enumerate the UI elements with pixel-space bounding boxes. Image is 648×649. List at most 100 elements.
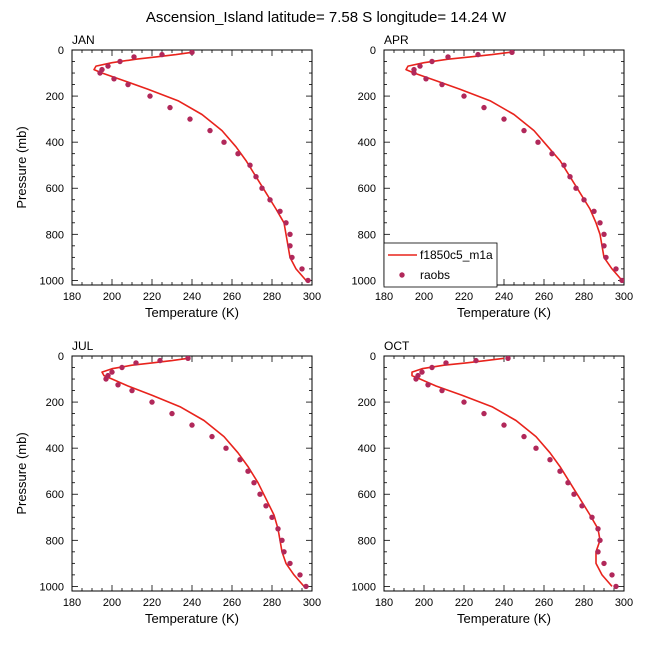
raobs-point — [565, 480, 571, 486]
raobs-point — [117, 58, 123, 65]
raobs-point — [413, 376, 419, 382]
raobs-point — [481, 410, 487, 417]
raobs-point — [613, 266, 619, 272]
raobs-point — [613, 583, 619, 590]
model-profile-line — [93, 51, 307, 281]
x-tick-label: 180 — [63, 597, 81, 609]
raobs-point — [279, 537, 285, 543]
x-tick-label: 260 — [535, 291, 553, 303]
x-tick-label: 280 — [575, 597, 593, 609]
x-tick-label: 180 — [375, 291, 393, 303]
x-tick-label: 220 — [455, 597, 473, 609]
raobs-point — [287, 243, 293, 249]
raobs-point — [133, 360, 139, 366]
raobs-point — [275, 526, 281, 532]
raobs-point — [595, 526, 601, 532]
raobs-point — [119, 364, 125, 371]
raobs-point — [185, 356, 191, 361]
x-tick-label: 220 — [143, 597, 161, 609]
y-tick-label: 400 — [46, 443, 64, 455]
x-tick-label: 220 — [143, 291, 161, 303]
raobs-point — [267, 197, 273, 203]
raobs-point — [579, 503, 585, 509]
y-tick-label: 400 — [46, 137, 64, 149]
raobs-point — [481, 104, 487, 111]
raobs-point — [533, 445, 539, 451]
y-tick-label: 800 — [46, 229, 64, 241]
raobs-point — [105, 63, 111, 69]
raobs-point — [167, 104, 173, 111]
raobs-point — [567, 174, 573, 180]
y-tick-label: 1000 — [352, 581, 376, 593]
raobs-point — [581, 197, 587, 203]
x-tick-label: 240 — [183, 597, 201, 609]
raobs-point — [571, 491, 577, 497]
raobs-point — [169, 410, 175, 417]
raobs-point — [473, 357, 479, 364]
x-axis-label: Temperature (K) — [145, 305, 239, 320]
raobs-point — [189, 422, 195, 428]
y-axis-label: Pressure (mb) — [14, 126, 29, 208]
raobs-point — [303, 583, 309, 590]
raobs-point — [253, 174, 259, 180]
x-tick-label: 260 — [535, 597, 553, 609]
raobs-point — [287, 231, 293, 237]
panel-jan: JAN 180 200 220 240 260 280 300 0 200 400 600 800 100… — [14, 33, 321, 320]
y-tick-label: 0 — [370, 45, 376, 57]
panel-jul: JUL 180 200 220 240 260 280 300 0 200 400 600 800 100… — [14, 339, 321, 626]
raobs-point — [423, 76, 429, 82]
x-tick-label: 240 — [183, 291, 201, 303]
plot-area — [411, 356, 619, 590]
y-tick-label: 200 — [46, 91, 64, 103]
raobs-point — [111, 76, 117, 82]
y-tick-label: 0 — [58, 351, 64, 363]
plot-area — [101, 356, 309, 590]
x-tick-label: 180 — [63, 291, 81, 303]
raobs-point — [609, 572, 615, 578]
plot-frame — [71, 49, 313, 286]
raobs-point — [131, 54, 137, 60]
raobs-point — [159, 51, 165, 58]
raobs-point — [115, 382, 121, 388]
x-tick-label: 280 — [263, 597, 281, 609]
y-tick-label: 200 — [358, 91, 376, 103]
raobs-point — [557, 468, 563, 474]
x-tick-label: 300 — [303, 291, 321, 303]
raobs-point — [269, 514, 275, 520]
raobs-point — [149, 399, 155, 405]
raobs-point — [125, 81, 131, 88]
raobs-point — [245, 468, 251, 474]
raobs-point — [103, 376, 109, 382]
raobs-point — [461, 93, 467, 99]
plot-frame — [71, 355, 313, 592]
x-tick-label: 200 — [415, 291, 433, 303]
raobs-point — [461, 399, 467, 405]
y-tick-label: 1000 — [40, 275, 64, 287]
raobs-point — [299, 266, 305, 272]
raobs-point — [417, 63, 423, 69]
raobs-point — [439, 387, 445, 394]
y-tick-label: 1000 — [40, 581, 64, 593]
y-tick-label: 400 — [358, 137, 376, 149]
raobs-point — [475, 51, 481, 58]
raobs-point — [521, 433, 527, 440]
legend-box — [383, 242, 498, 288]
raobs-point — [509, 50, 515, 55]
plot-area — [93, 50, 311, 284]
raobs-point — [445, 54, 451, 60]
x-tick-label: 300 — [303, 597, 321, 609]
raobs-point — [549, 151, 555, 157]
panel-oct: OCT 180 200 220 240 260 280 300 0 200 400 600 800 100… — [352, 339, 634, 626]
y-tick-label: 800 — [358, 535, 376, 547]
x-axis-label: Temperature (K) — [145, 611, 239, 626]
raobs-point — [157, 357, 163, 364]
panel-label: OCT — [384, 339, 410, 353]
x-tick-label: 280 — [575, 291, 593, 303]
x-axis-label: Temperature (K) — [457, 611, 551, 626]
raobs-point — [601, 243, 607, 249]
y-tick-label: 200 — [46, 397, 64, 409]
legend: f1850c5_m1a raobs — [383, 242, 498, 288]
x-tick-label: 260 — [223, 597, 241, 609]
x-tick-label: 220 — [455, 291, 473, 303]
